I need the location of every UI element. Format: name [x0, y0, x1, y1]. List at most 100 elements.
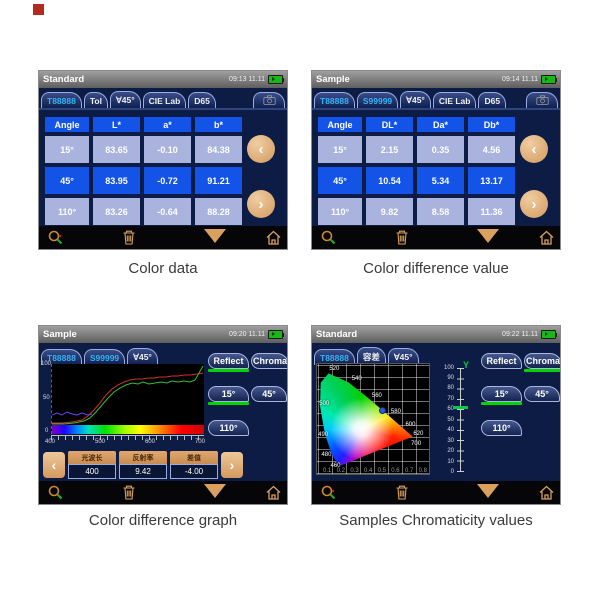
- page-title: Sample: [43, 329, 77, 340]
- col-header: Da*: [415, 115, 466, 134]
- trash-icon[interactable]: [394, 484, 410, 504]
- next-button[interactable]: ›: [247, 190, 275, 218]
- tab-cie-lab[interactable]: CIE Lab: [432, 92, 477, 108]
- tab-angle-45[interactable]: ∀45°: [387, 348, 419, 365]
- tab-angle-45[interactable]: ∀45°: [127, 348, 158, 365]
- camera-icon[interactable]: [253, 92, 285, 108]
- bottom-bar: [39, 226, 287, 249]
- tab-illuminant-d65[interactable]: D65: [188, 92, 216, 108]
- bottom-bar: [39, 481, 287, 504]
- tab-sample-s99999[interactable]: S99999: [83, 349, 126, 365]
- field-value: 400: [68, 464, 116, 479]
- home-icon[interactable]: [538, 229, 555, 249]
- measure-icon[interactable]: [47, 484, 64, 504]
- locus-label: 580: [390, 409, 401, 416]
- tab-bar: T88888 Tol ∀45° CIE Lab D65: [39, 88, 287, 110]
- next-button[interactable]: ›: [520, 190, 548, 218]
- col-header: Db*: [466, 115, 517, 134]
- tab-angle-45[interactable]: ∀45°: [400, 91, 431, 108]
- down-triangle-icon[interactable]: [477, 229, 499, 243]
- timestamp: 09:20 11.11: [229, 331, 265, 338]
- sample-point-marker: [378, 406, 386, 414]
- trash-icon[interactable]: [121, 229, 137, 249]
- trash-icon[interactable]: [121, 484, 137, 504]
- chroma-button[interactable]: Chroma: [251, 353, 287, 369]
- cell: 110°: [43, 196, 91, 227]
- y-axis-label: Y: [463, 360, 470, 370]
- x-tick: 0.4: [363, 468, 373, 474]
- trash-icon[interactable]: [394, 229, 410, 249]
- timestamp: 09:22 11.11: [502, 331, 538, 338]
- color-difference-table: Angle DL* Da* Db* 15° 2.15 0.35 4.56 45°…: [316, 115, 517, 227]
- measure-icon[interactable]: [320, 229, 337, 249]
- angle-45-button[interactable]: 45°: [524, 386, 560, 402]
- reflect-button[interactable]: Reflect: [208, 353, 249, 369]
- angle-110-button[interactable]: 110°: [481, 420, 522, 436]
- cell: 13.17: [466, 165, 517, 196]
- field-label: 光波长: [68, 451, 116, 464]
- tab-illuminant-d65[interactable]: D65: [478, 92, 507, 108]
- down-triangle-icon[interactable]: [204, 229, 226, 243]
- locus-label: 520: [329, 366, 340, 373]
- y-tick: 70: [447, 396, 454, 402]
- cell: 15°: [316, 134, 364, 165]
- tab-tolerance[interactable]: 容差: [356, 347, 386, 365]
- tab-angle-45[interactable]: ∀45°: [109, 91, 141, 108]
- timestamp: 09:14 11.11: [502, 76, 538, 83]
- measure-icon[interactable]: [320, 484, 337, 504]
- home-icon[interactable]: [538, 484, 555, 504]
- tab-standard-t88888[interactable]: T88888: [41, 349, 82, 365]
- prev-wavelength-button[interactable]: ‹: [43, 452, 65, 478]
- spectral-reflectance-plot: [51, 364, 204, 434]
- cell: 8.58: [415, 196, 466, 227]
- tab-sample-s99999[interactable]: S99999: [356, 92, 399, 108]
- reflect-button[interactable]: Reflect: [481, 353, 522, 369]
- next-wavelength-button[interactable]: ›: [221, 452, 243, 478]
- bottom-bar: [312, 226, 560, 249]
- title-bar: Sample 09:14 11.11: [312, 71, 560, 88]
- cell: 15°: [43, 134, 91, 165]
- down-triangle-icon[interactable]: [204, 484, 226, 498]
- tab-tolerance[interactable]: Tol: [83, 92, 108, 108]
- home-icon[interactable]: [265, 229, 282, 249]
- wavelength-control-row: ‹ 光波长 400 反射率 9.42 差值 -4.00 ›: [43, 451, 243, 479]
- tab-record-t88888[interactable]: T88888: [41, 92, 82, 108]
- angle-45-button[interactable]: 45°: [251, 386, 287, 402]
- locus-label: 540: [351, 376, 362, 383]
- x-tick: 500: [94, 439, 105, 445]
- table-header-row: Angle DL* Da* Db*: [316, 115, 517, 134]
- x-tick: 0.2: [336, 468, 345, 474]
- col-header: a*: [142, 115, 193, 134]
- chroma-button[interactable]: Chroma: [524, 353, 560, 369]
- caption-chromaticity-values: Samples Chromaticity values: [339, 512, 533, 529]
- cell: 83.95: [91, 165, 142, 196]
- prev-button[interactable]: ‹: [247, 135, 275, 163]
- y-value-scale: Y 100 90 80 70 60 50 40 30 20 10 0: [434, 360, 470, 480]
- col-header: b*: [193, 115, 244, 134]
- angle-15-button[interactable]: 15°: [208, 386, 249, 402]
- col-header: Angle: [43, 115, 91, 134]
- measure-icon[interactable]: [47, 229, 64, 249]
- screen-chromaticity: Standard 09:22 11.11 T88888 容差 ∀45° 520 …: [311, 325, 561, 505]
- cell: 83.26: [91, 196, 142, 227]
- locus-label: 480: [321, 452, 332, 458]
- down-triangle-icon[interactable]: [477, 484, 499, 498]
- home-icon[interactable]: [265, 484, 282, 504]
- prev-button[interactable]: ‹: [520, 135, 548, 163]
- angle-15-button[interactable]: 15°: [481, 386, 522, 402]
- field-label: 反射率: [119, 451, 167, 464]
- reflectance-curves: [52, 365, 204, 425]
- table-row: 15° 2.15 0.35 4.56: [316, 134, 517, 165]
- angle-110-button[interactable]: 110°: [208, 420, 249, 436]
- tab-cie-lab[interactable]: CIE Lab: [142, 92, 187, 108]
- reflectance-field: 反射率 9.42: [119, 451, 167, 479]
- corner-red-square: [33, 4, 44, 15]
- x-tick: 0.3: [350, 468, 359, 474]
- reflect-active-underline: [208, 369, 249, 372]
- camera-icon[interactable]: [526, 92, 558, 108]
- x-tick: 700: [194, 439, 205, 445]
- tab-standard-t88888[interactable]: T88888: [314, 92, 355, 108]
- x-tick: 0.7: [404, 468, 414, 474]
- tab-bar: T88888 S99999 ∀45°: [39, 343, 287, 365]
- tab-standard-t88888[interactable]: T88888: [314, 349, 355, 365]
